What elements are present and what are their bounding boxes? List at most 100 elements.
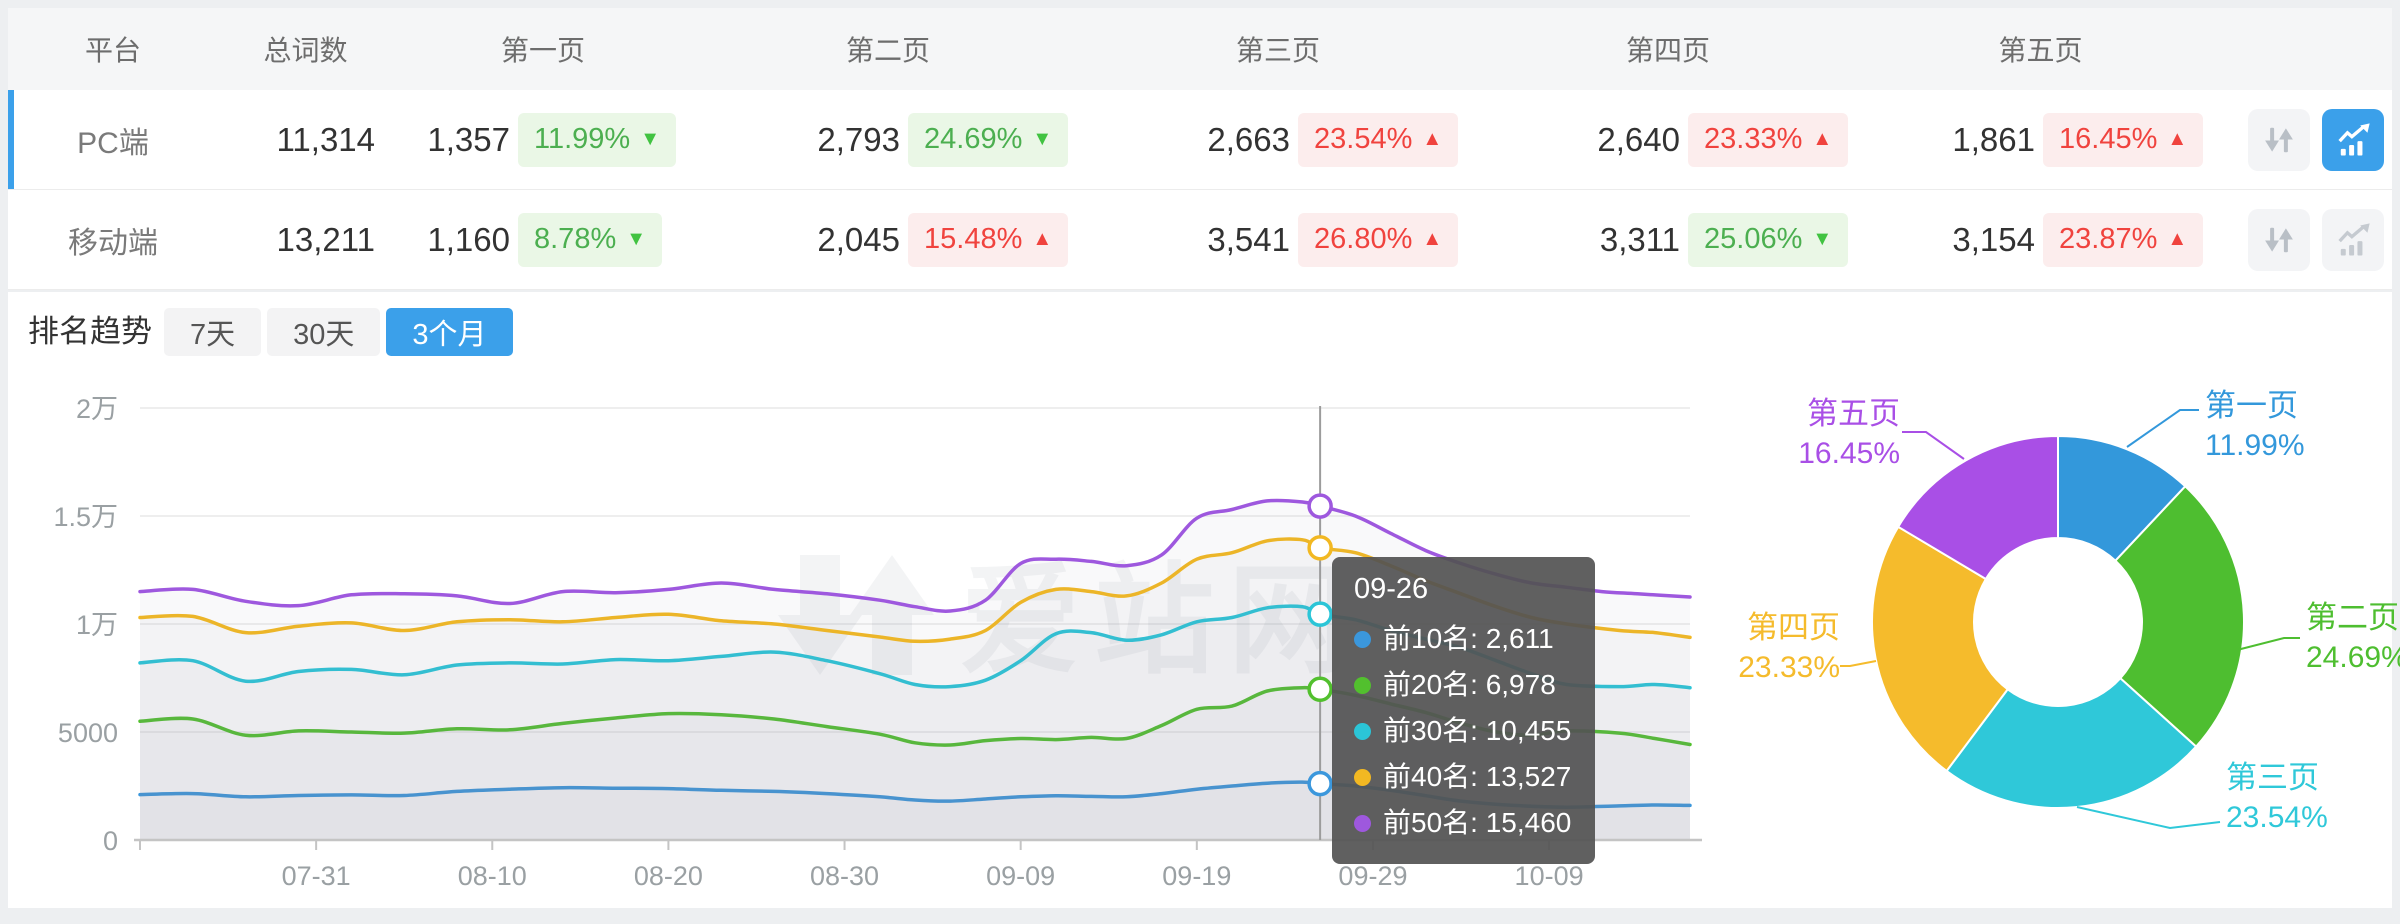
x-tick-label: 08-10 [458, 861, 527, 891]
page-bottom-margin [0, 908, 2400, 924]
watermark: 爱站网 [778, 554, 1362, 688]
trend-chart-icon [2338, 222, 2370, 256]
y-tick-label: 0 [103, 826, 118, 856]
page5-count: 3,154 [1952, 220, 2035, 258]
crosshair-marker-前20名 [1307, 676, 1333, 703]
range-tab-3个月[interactable]: 3个月 [386, 308, 513, 356]
sort-toggle-button[interactable] [2248, 108, 2310, 171]
row-actions [2218, 108, 2400, 171]
y-tick-label: 5000 [58, 718, 118, 748]
x-tick-label: 09-19 [1162, 861, 1231, 891]
page5-change-badge: 23.87% ▲ [2043, 212, 2218, 267]
donut-label-name: 第一页 [2205, 388, 2298, 423]
x-tick-label: 09-09 [986, 861, 1055, 891]
trend-chart-toggle-button[interactable] [2322, 108, 2384, 171]
change-badge: 25.06% ▼ [1688, 212, 1849, 267]
donut-leader-line [2076, 806, 2221, 830]
page4-change-badge: 23.33% ▲ [1688, 112, 1863, 167]
tooltip-row-text: 前30名: 10,455 [1383, 715, 1572, 746]
total-words-value: 13,211 [276, 220, 375, 258]
trend-title: 排名趋势 [28, 314, 152, 349]
tooltip-rows: 前10名: 2,611 前20名: 6,978 前30名: 10,455 前40名: … [1354, 616, 1571, 846]
change-badge: 23.87% ▲ [2043, 212, 2204, 267]
crosshair-marker-前30名 [1307, 601, 1333, 627]
change-badge: 8.78% ▼ [518, 212, 663, 267]
tooltip-row-text: 前50名: 15,460 [1383, 807, 1572, 838]
donut-slice-第二页[interactable] [2114, 484, 2245, 748]
range-tab-7天[interactable]: 7天 [164, 308, 262, 356]
sort-arrows-icon [2265, 127, 2293, 152]
donut-label-percent: 16.45% [1798, 437, 1900, 470]
donut-leader-line [2126, 409, 2199, 448]
triangle-up-icon: ▲ [1812, 128, 1833, 150]
series-dot-icon [1354, 722, 1371, 740]
tooltip-row: 前10名: 2,611 [1354, 616, 1571, 662]
trend-panel [8, 292, 2392, 908]
col-header-3: 第二页 [845, 35, 930, 66]
series-area-前50名 [140, 500, 1690, 840]
tooltip-row-text: 前40名: 13,527 [1383, 761, 1572, 792]
donut-slice-第五页[interactable] [1896, 434, 2059, 581]
tooltip-date: 09-26 [1354, 573, 1429, 605]
triangle-up-icon: ▲ [1032, 228, 1053, 250]
series-dot-icon [1354, 676, 1371, 694]
col-header-1: 总词数 [263, 35, 348, 66]
platform-label: PC端 [77, 126, 149, 160]
series-dot-icon [1354, 630, 1371, 648]
page2-change-badge: 15.48% ▲ [908, 212, 1083, 267]
donut-label-第五页: 第五页 16.45% [1798, 394, 1900, 474]
table-row-移动端[interactable]: 移动端 13,211 1,160 8.78% ▼ 2,045 15.48% ▲ 3,541 26.… [8, 190, 2392, 290]
donut-label-name: 第三页 [2226, 760, 2319, 795]
donut-label-percent: 23.33% [1738, 651, 1840, 684]
col-header-2: 第一页 [500, 35, 585, 66]
page1-count: 1,160 [427, 220, 510, 258]
donut-label-percent: 24.69% [2306, 641, 2400, 674]
range-tab-30天[interactable]: 30天 [267, 308, 381, 356]
change-badge: 23.33% ▲ [1688, 112, 1849, 167]
triangle-up-icon: ▲ [2167, 128, 2188, 150]
donut-label-name: 第五页 [1807, 396, 1900, 431]
trend-chart-icon [2338, 122, 2370, 156]
x-tick-label: 09-29 [1338, 861, 1407, 891]
change-badge: 24.69% ▼ [908, 112, 1069, 167]
page1-count: 1,357 [427, 120, 510, 158]
y-tick-label: 1.5万 [53, 502, 118, 532]
x-tick-label: 07-31 [282, 861, 351, 891]
series-area-前10名 [140, 782, 1690, 840]
chart-tooltip: 09-26 前10名: 2,611 前20名: 6,978 前30名: 10,455… [1332, 557, 1596, 864]
page3-change-badge: 23.54% ▲ [1298, 112, 1473, 167]
page5-change-badge: 16.45% ▲ [2043, 112, 2218, 167]
col-header-6: 第五页 [1998, 35, 2083, 66]
donut-label-第一页: 第一页 11.99% [2205, 386, 2305, 466]
trend-line-chart[interactable]: 0 5000 1万 1.5万 2万爱站网 07-31 08-10 08-20 08-30 09-0… [0, 370, 2400, 908]
page3-count: 3,541 [1207, 220, 1290, 258]
table-row-PC端[interactable]: PC端 11,314 1,357 11.99% ▼ 2,793 24.69% ▼ 2,663 23… [8, 90, 2392, 190]
x-tick-label: 08-20 [634, 861, 703, 891]
col-header-0: 平台 [84, 35, 141, 66]
series-dot-icon [1354, 814, 1371, 832]
tooltip-row: 前40名: 13,527 [1354, 754, 1571, 800]
crosshair-marker-前40名 [1307, 535, 1333, 561]
sort-toggle-button[interactable] [2248, 208, 2310, 271]
range-tab-group: 7天 30天 3个月 [164, 308, 513, 356]
change-badge: 16.45% ▲ [2043, 112, 2204, 167]
col-header-4: 第三页 [1235, 35, 1320, 66]
tooltip-row: 前30名: 10,455 [1354, 708, 1571, 754]
platform-label: 移动端 [68, 226, 158, 260]
page2-count: 2,793 [817, 120, 900, 158]
donut-label-name: 第四页 [1747, 610, 1840, 645]
change-badge: 23.54% ▲ [1298, 112, 1459, 167]
triangle-up-icon: ▲ [1422, 228, 1443, 250]
donut-slice-第三页[interactable] [1945, 676, 2198, 809]
tooltip-row: 前50名: 15,460 [1354, 800, 1571, 846]
page5-count: 1,861 [1952, 120, 2035, 158]
trend-chart-toggle-button[interactable] [2322, 208, 2384, 271]
triangle-down-icon: ▼ [626, 228, 647, 250]
page2-count: 2,045 [817, 220, 900, 258]
watermark-text: 爱站网 [960, 554, 1362, 688]
donut-label-第四页: 第四页 23.33% [1738, 608, 1840, 688]
x-tick-label: 08-30 [810, 861, 879, 891]
donut-slice-第四页[interactable] [1871, 525, 2010, 773]
page3-count: 2,663 [1207, 120, 1290, 158]
donut-label-第三页: 第三页 23.54% [2226, 758, 2328, 838]
